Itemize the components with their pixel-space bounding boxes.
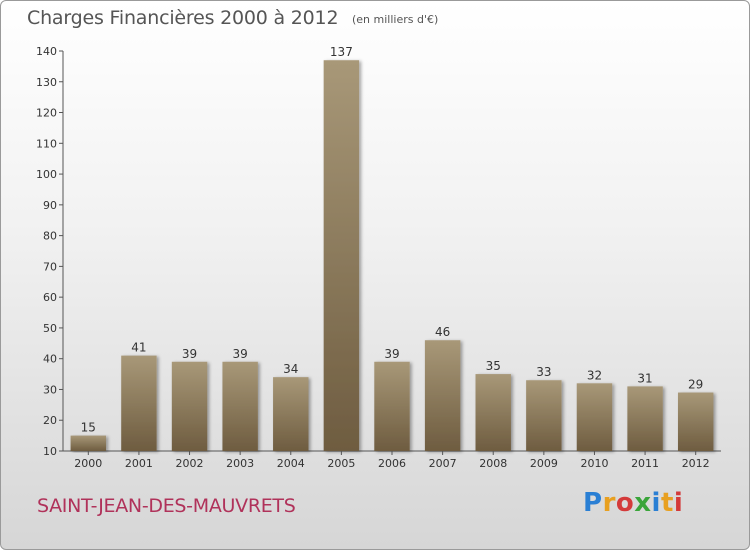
commune-name: SAINT-JEAN-DES-MAUVRETS — [37, 495, 296, 517]
x-tick-label: 2010 — [580, 457, 608, 470]
x-tick-label: 2004 — [277, 457, 305, 470]
y-tick-label: 100 — [36, 168, 57, 181]
data-label: 34 — [283, 362, 298, 376]
x-tick-label: 2011 — [631, 457, 659, 470]
data-label: 29 — [688, 378, 703, 392]
y-tick-label: 20 — [43, 414, 57, 427]
y-tick-label: 30 — [43, 383, 57, 396]
bar — [70, 435, 107, 451]
bar — [627, 386, 663, 451]
bar — [677, 392, 714, 451]
bar — [222, 361, 258, 451]
y-tick-label: 90 — [43, 199, 57, 212]
bar — [475, 374, 511, 451]
data-label: 15 — [81, 421, 96, 435]
y-tick-label: 40 — [43, 353, 57, 366]
x-tick-label: 2009 — [530, 457, 558, 470]
logo-letter: i — [651, 488, 661, 518]
logo-letter: x — [634, 488, 652, 518]
bar — [576, 383, 613, 451]
x-tick-label: 2001 — [125, 457, 153, 470]
bar — [273, 377, 309, 451]
data-label: 33 — [536, 365, 551, 379]
y-tick-label: 70 — [43, 260, 57, 273]
data-label: 41 — [131, 341, 146, 355]
y-tick-label: 110 — [36, 137, 57, 150]
chart-title: Charges Financières 2000 à 2012 — [27, 7, 339, 29]
data-label: 39 — [182, 347, 197, 361]
x-tick-label: 2003 — [226, 457, 254, 470]
y-tick-label: 60 — [43, 291, 57, 304]
bar — [424, 340, 461, 451]
logo-letter: i — [673, 488, 684, 518]
logo-letter: o — [615, 488, 635, 518]
x-tick-label: 2006 — [378, 457, 406, 470]
bar — [121, 355, 157, 451]
x-tick-label: 2007 — [429, 457, 457, 470]
chart-unit: (en milliers d'€) — [352, 13, 439, 26]
proxiti-logo: Proxiti — [583, 488, 683, 518]
data-label: 39 — [233, 347, 248, 361]
bar — [374, 361, 410, 451]
y-tick-label: 130 — [36, 76, 57, 89]
x-tick-label: 2012 — [682, 457, 710, 470]
data-label: 39 — [384, 347, 399, 361]
y-tick-label: 140 — [36, 45, 57, 58]
bar — [323, 60, 360, 451]
x-tick-label: 2008 — [479, 457, 507, 470]
data-label: 31 — [637, 371, 652, 385]
logo-letter: r — [602, 488, 616, 518]
x-tick-label: 2002 — [176, 457, 204, 470]
data-label: 46 — [435, 325, 450, 339]
x-tick-label: 2000 — [74, 457, 102, 470]
y-tick-label: 10 — [43, 445, 57, 458]
x-tick-label: 2005 — [327, 457, 355, 470]
data-label: 35 — [486, 359, 501, 373]
y-tick-label: 120 — [36, 107, 57, 120]
bar — [526, 380, 562, 451]
bar — [171, 361, 208, 451]
data-label: 32 — [587, 368, 602, 382]
logo-letter: P — [583, 488, 603, 518]
data-label: 137 — [330, 45, 353, 59]
logo-letter: t — [660, 488, 674, 518]
y-tick-label: 50 — [43, 322, 57, 335]
y-tick-label: 80 — [43, 230, 57, 243]
